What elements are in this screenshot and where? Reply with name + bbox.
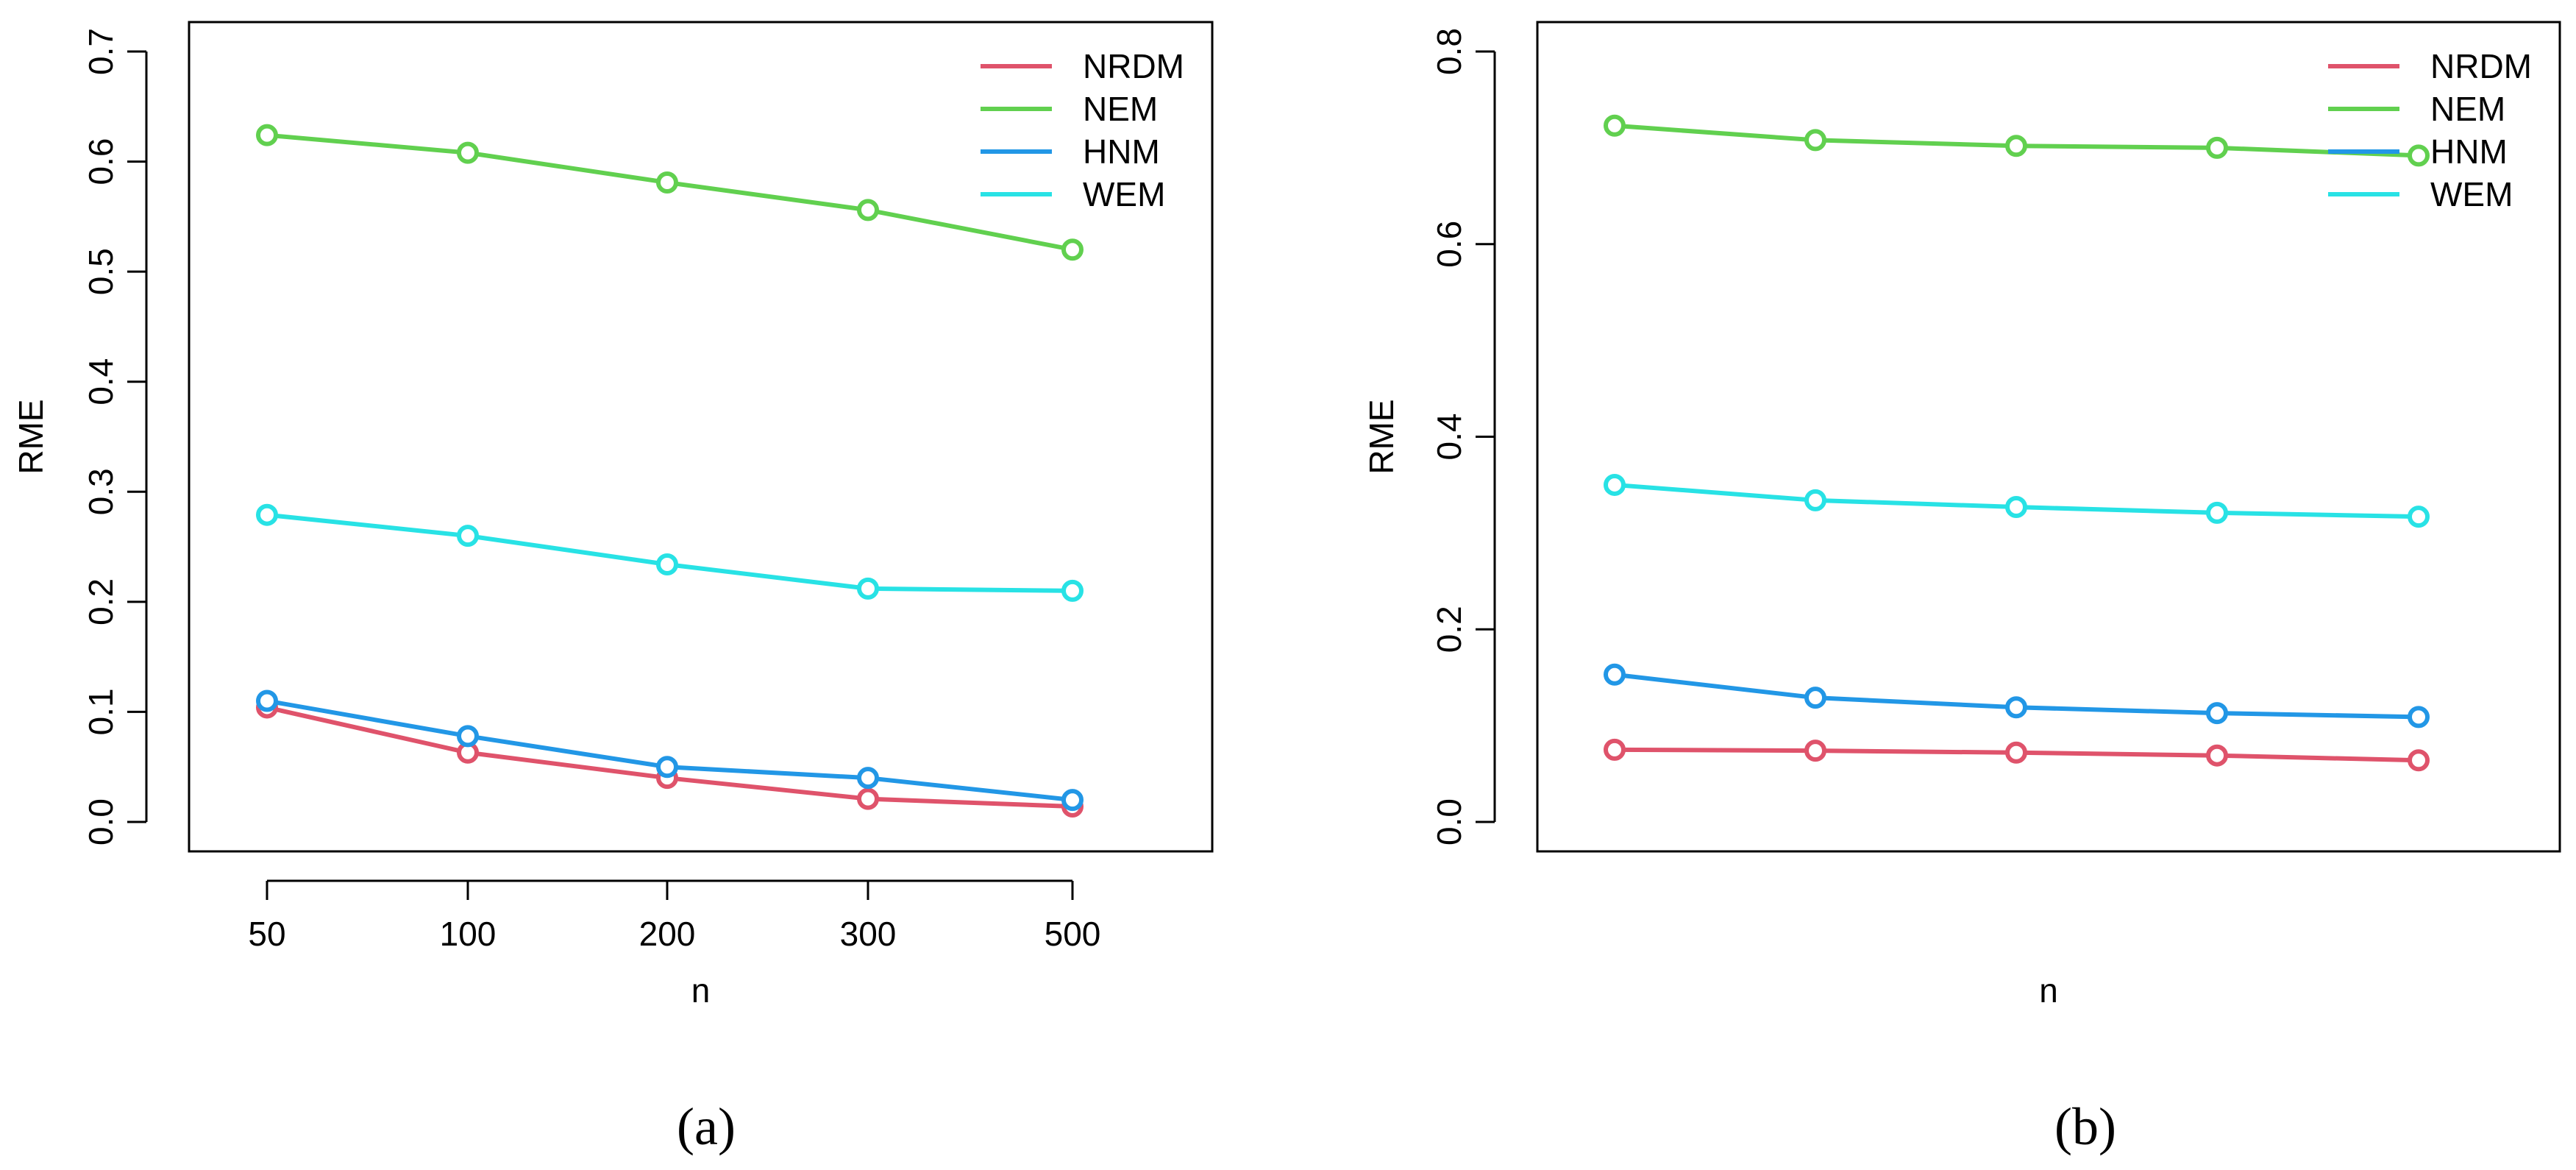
legend: NRDM NEM HNM WEM: [2328, 47, 2532, 213]
data-point-hnm: [1604, 663, 1626, 686]
data-point-wem: [1604, 473, 1626, 496]
series-nrdm: [1604, 738, 2430, 772]
y-tick-label: 0.8: [1430, 28, 1468, 75]
data-point-hnm: [2206, 702, 2228, 725]
y-tick-label: 0.0: [1430, 798, 1468, 845]
y-tick-label: 0.7: [82, 28, 120, 75]
data-point-wem: [2206, 501, 2228, 524]
data-point-wem: [857, 577, 879, 600]
data-point-wem: [656, 553, 678, 576]
data-point-nem: [256, 124, 278, 146]
y-tick-label: 0.6: [82, 138, 120, 185]
data-point-nrdm: [2005, 741, 2027, 764]
chart-panel-b: 0.0 0.2 0.4 0.6 0.8 RME n NRDM NEM HNM WEM (b): [1362, 21, 2561, 1156]
data-point-hnm: [2408, 706, 2430, 728]
data-point-nem: [1061, 238, 1084, 261]
data-point-nrdm: [857, 787, 879, 810]
data-point-hnm: [256, 689, 278, 712]
x-tick-label: 200: [639, 915, 696, 953]
x-tick-label: 300: [840, 915, 897, 953]
series-wem: [1604, 473, 2430, 528]
y-tick-label: 0.1: [82, 688, 120, 735]
y-tick-label: 0.4: [82, 358, 120, 405]
x-tick-label: 500: [1045, 915, 1101, 953]
y-tick-label: 0.2: [82, 578, 120, 625]
legend-label: NRDM: [2430, 47, 2532, 85]
legend-label: NEM: [2430, 90, 2505, 128]
series-wem: [256, 503, 1084, 602]
legend-label: WEM: [1083, 175, 1165, 213]
y-tick-label: 0.0: [82, 798, 120, 845]
data-point-hnm: [857, 767, 879, 790]
data-point-nrdm: [1804, 740, 1826, 762]
plot-frame: [1536, 21, 2561, 853]
data-point-nem: [1804, 129, 1826, 152]
data-point-nrdm: [1604, 738, 1626, 761]
series-hnm: [1604, 663, 2430, 728]
legend-label: NEM: [1083, 90, 1158, 128]
series-hnm: [256, 689, 1084, 812]
data-point-hnm: [656, 756, 678, 779]
data-point-wem: [2408, 506, 2430, 528]
data-point-wem: [1804, 489, 1826, 511]
x-tick-label: 50: [248, 915, 285, 953]
data-point-hnm: [457, 725, 479, 748]
legend: NRDM NEM HNM WEM: [981, 47, 1184, 213]
x-axis-title: n: [2039, 971, 2058, 1010]
data-point-nem: [457, 141, 479, 164]
figure-caption: (a): [677, 1097, 736, 1156]
series-line-wem: [266, 512, 1073, 593]
data-point-nem: [2408, 144, 2430, 167]
data-point-nrdm: [2408, 749, 2430, 772]
data-point-wem: [1061, 579, 1084, 602]
y-axis: 0.0 0.1 0.2 0.3 0.4 0.5 0.6 0.7: [82, 28, 148, 845]
legend-label: NRDM: [1083, 47, 1184, 85]
x-axis-title: n: [691, 971, 711, 1010]
figure-caption: (b): [2054, 1097, 2116, 1156]
legend-label: WEM: [2430, 175, 2513, 213]
data-point-wem: [256, 503, 278, 526]
legend-label: HNM: [1083, 132, 1160, 171]
data-point-nem: [1604, 114, 1626, 137]
x-axis: 50 100 200 300 500: [248, 879, 1101, 953]
y-axis: 0.0 0.2 0.4 0.6 0.8: [1430, 28, 1496, 845]
data-point-nem: [656, 171, 678, 194]
data-point-hnm: [1804, 687, 1826, 709]
x-tick-label: 100: [440, 915, 497, 953]
data-point-nem: [857, 199, 879, 221]
y-tick-label: 0.4: [1430, 414, 1468, 461]
data-point-wem: [2005, 496, 2027, 519]
series-nem: [256, 124, 1084, 261]
plot-frame: [188, 21, 1214, 853]
data-point-wem: [457, 525, 479, 547]
data-point-nrdm: [2206, 744, 2228, 767]
y-axis-title: RME: [12, 399, 50, 474]
data-point-nem: [2005, 135, 2027, 157]
y-axis-title: RME: [1362, 399, 1401, 474]
y-tick-label: 0.2: [1430, 606, 1468, 653]
y-tick-label: 0.6: [1430, 221, 1468, 268]
data-point-hnm: [2005, 696, 2027, 719]
y-tick-label: 0.5: [82, 248, 120, 295]
y-tick-label: 0.3: [82, 468, 120, 515]
series-nem: [1604, 114, 2430, 167]
data-point-nem: [2206, 136, 2228, 159]
legend-label: HNM: [2430, 132, 2508, 171]
data-point-hnm: [1061, 789, 1084, 812]
